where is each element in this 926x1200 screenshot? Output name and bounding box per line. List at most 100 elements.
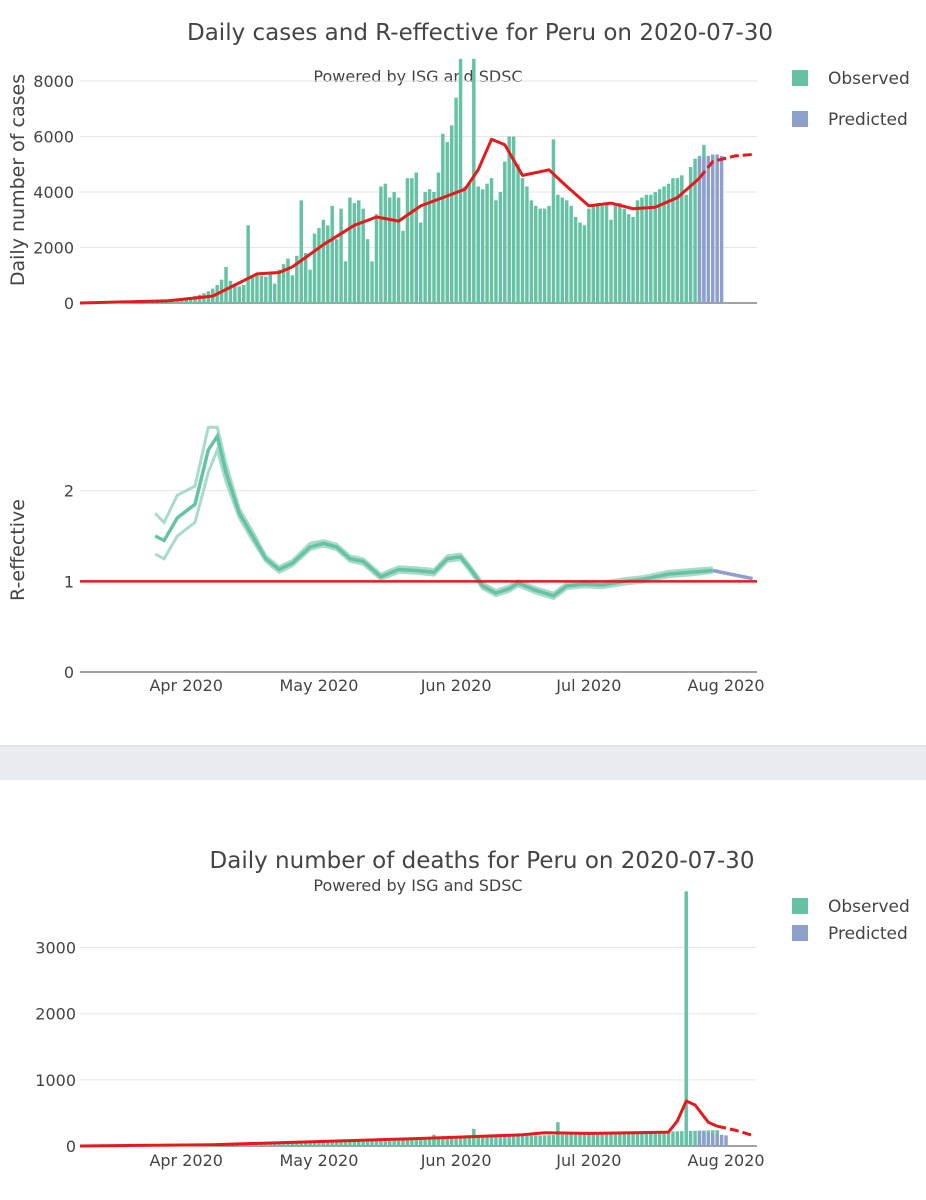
cases-bar-observed[interactable] <box>299 200 303 303</box>
cases-bar-observed[interactable] <box>684 194 688 303</box>
cases-bar-observed[interactable] <box>188 297 193 303</box>
deaths-bar-observed[interactable] <box>618 1133 622 1146</box>
cases-bar-observed[interactable] <box>538 208 542 303</box>
cases-bar-observed[interactable] <box>609 219 613 303</box>
cases-bar-observed[interactable] <box>644 194 649 303</box>
cases-bar-observed[interactable] <box>374 214 379 303</box>
deaths-bar-observed[interactable] <box>352 1140 357 1146</box>
cases-bar-observed[interactable] <box>224 266 228 303</box>
cases-bar-observed[interactable] <box>250 275 255 303</box>
deaths-bar-observed[interactable] <box>538 1135 542 1146</box>
deaths-bar-observed[interactable] <box>281 1143 286 1146</box>
deaths-bar-observed[interactable] <box>485 1137 489 1146</box>
deaths-bar-observed[interactable] <box>573 1134 578 1146</box>
cases-bar-observed[interactable] <box>281 264 286 303</box>
cases-bar-observed[interactable] <box>604 203 609 303</box>
deaths-bar-observed[interactable] <box>423 1138 427 1146</box>
legend-observed-swatch[interactable] <box>792 70 808 86</box>
deaths-bar-observed[interactable] <box>653 1131 657 1146</box>
cases-bar-observed[interactable] <box>330 205 334 303</box>
cases-bar-observed[interactable] <box>259 275 264 303</box>
cases-bar-observed[interactable] <box>454 97 458 304</box>
deaths-bar-observed[interactable] <box>635 1132 640 1146</box>
deaths-bar-observed[interactable] <box>299 1142 303 1146</box>
deaths-bar-observed[interactable] <box>480 1137 485 1146</box>
deaths-bar-observed[interactable] <box>401 1139 405 1146</box>
deaths-bar-observed[interactable] <box>542 1135 547 1146</box>
cases-bar-predicted[interactable] <box>719 155 724 303</box>
deaths-bar-observed[interactable] <box>454 1137 458 1146</box>
cases-bar-observed[interactable] <box>365 239 370 303</box>
cases-bar-observed[interactable] <box>622 208 626 303</box>
cases-bar-observed[interactable] <box>688 167 693 303</box>
cases-bar-observed[interactable] <box>675 178 680 303</box>
cases-bar-observed[interactable] <box>467 183 472 303</box>
cases-bar-observed[interactable] <box>600 205 604 303</box>
deaths-bar-observed[interactable] <box>609 1133 613 1146</box>
legend-observed-swatch[interactable] <box>792 898 808 914</box>
deaths-bar-observed[interactable] <box>334 1141 339 1146</box>
cases-bar-observed[interactable] <box>233 283 237 303</box>
legend-observed-label[interactable]: Observed <box>828 69 910 89</box>
cases-bar-observed[interactable] <box>640 197 644 303</box>
deaths-bar-observed[interactable] <box>680 1131 684 1146</box>
deaths-bar-observed[interactable] <box>529 1135 534 1146</box>
cases-bar-observed[interactable] <box>591 205 596 303</box>
cases-bar-observed[interactable] <box>542 208 547 303</box>
cases-bar-observed[interactable] <box>653 192 657 303</box>
deaths-bar-observed[interactable] <box>467 1137 472 1146</box>
cases-bar-observed[interactable] <box>255 275 259 303</box>
deaths-bar-observed[interactable] <box>675 1131 680 1146</box>
cases-bar-observed[interactable] <box>175 299 180 303</box>
deaths-bar-observed[interactable] <box>255 1143 259 1146</box>
deaths-bar-observed[interactable] <box>405 1139 410 1146</box>
deaths-bar-predicted[interactable] <box>697 1130 702 1146</box>
deaths-bar-observed[interactable] <box>361 1140 365 1146</box>
cases-bar-observed[interactable] <box>485 183 489 303</box>
cases-bar-observed[interactable] <box>666 183 671 303</box>
cases-bar-observed[interactable] <box>582 225 587 303</box>
cases-bar-observed[interactable] <box>388 197 392 303</box>
legend-predicted-swatch[interactable] <box>792 925 808 941</box>
deaths-bar-observed[interactable] <box>370 1140 374 1146</box>
cases-bar-observed[interactable] <box>272 283 277 303</box>
deaths-bar-observed[interactable] <box>693 1130 697 1146</box>
legend-predicted-label[interactable]: Predicted <box>828 924 908 944</box>
cases-legend[interactable]: Observed Predicted <box>792 69 910 130</box>
legend-predicted-swatch[interactable] <box>792 111 808 127</box>
cases-bar-observed[interactable] <box>573 216 578 303</box>
cases-bar-observed[interactable] <box>228 280 233 303</box>
deaths-legend[interactable]: Observed Predicted <box>792 897 910 944</box>
cases-bar-observed[interactable] <box>587 208 591 303</box>
deaths-bar-observed[interactable] <box>520 1135 525 1146</box>
cases-bar-observed[interactable] <box>334 239 339 303</box>
cases-bar-predicted[interactable] <box>711 154 715 303</box>
cases-bar-observed[interactable] <box>560 197 565 303</box>
deaths-bar-observed[interactable] <box>622 1132 626 1146</box>
deaths-bar-observed[interactable] <box>644 1132 649 1146</box>
cases-bar-observed[interactable] <box>436 172 441 303</box>
deaths-bar-observed[interactable] <box>379 1140 383 1146</box>
deaths-bar-observed[interactable] <box>547 1135 551 1146</box>
cases-bar-observed[interactable] <box>507 136 511 304</box>
deaths-bar-observed[interactable] <box>604 1133 609 1146</box>
cases-bar-observed[interactable] <box>357 200 361 303</box>
deaths-bar-predicted[interactable] <box>719 1134 724 1146</box>
deaths-bar-observed[interactable] <box>374 1140 379 1146</box>
cases-bar-observed[interactable] <box>348 197 352 303</box>
cases-bar-observed[interactable] <box>184 298 188 303</box>
cases-bar-observed[interactable] <box>578 222 582 303</box>
cases-bar-observed[interactable] <box>618 203 622 303</box>
cases-bar-observed[interactable] <box>241 284 246 303</box>
cases-bar-observed[interactable] <box>595 203 600 303</box>
cases-bar-observed[interactable] <box>498 192 503 303</box>
deaths-bar-observed[interactable] <box>449 1138 454 1146</box>
cases-bar-observed[interactable] <box>432 192 436 303</box>
cases-bar-observed[interactable] <box>520 178 525 303</box>
cases-bar-observed[interactable] <box>383 183 388 303</box>
deaths-bar-observed[interactable] <box>640 1132 644 1146</box>
cases-bar-observed[interactable] <box>312 233 317 303</box>
deaths-bar-observed[interactable] <box>498 1136 503 1146</box>
cases-bar-observed[interactable] <box>613 203 618 303</box>
deaths-bar-observed[interactable] <box>595 1133 600 1146</box>
